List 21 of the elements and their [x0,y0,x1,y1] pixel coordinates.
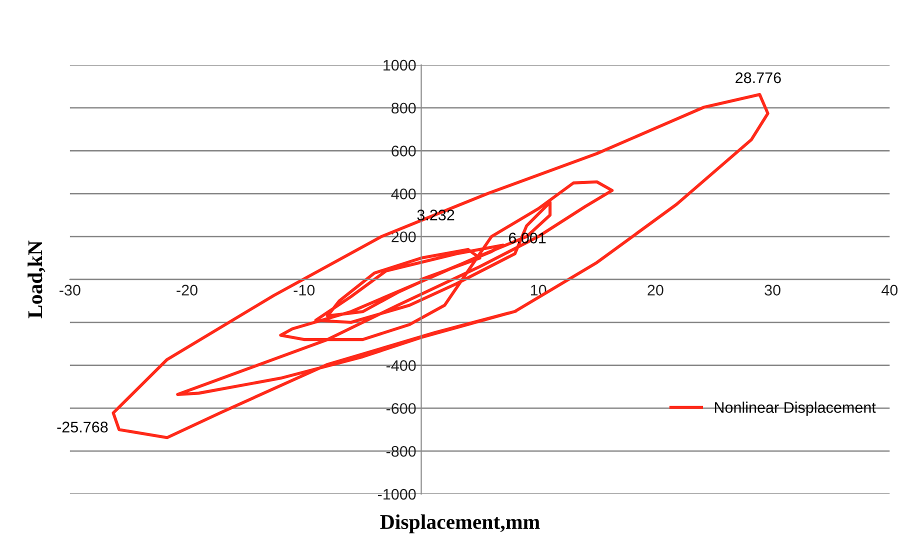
annotation: -25.768 [57,422,108,432]
x-tick-label: 20 [648,284,664,296]
annotation: 28.776 [736,72,781,84]
y-tick-label: 600 [392,146,416,156]
x-tick-label: -20 [176,284,198,296]
y-axis-title: Load,kN [28,240,46,318]
legend-label: Nonlinear Displacement [714,402,876,416]
x-tick-label: -30 [60,284,80,296]
y-tick-label: 200 [392,231,416,242]
y-tick-label: -600 [386,403,416,414]
y-tick-label: 800 [392,102,416,114]
x-tick-label: 40 [881,284,898,296]
x-axis-title: Displacement,mm [380,514,540,534]
annotation: 6.001 [508,232,546,244]
x-tick-label: -10 [294,284,315,296]
y-tick-label: -800 [386,446,416,457]
x-tick-label: 30 [764,284,780,296]
y-tick-label: 400 [391,188,416,200]
y-tick-label: -1000 [378,488,416,500]
y-tick-label: -400 [386,360,416,371]
y-tick-label: 1000 [384,60,416,71]
